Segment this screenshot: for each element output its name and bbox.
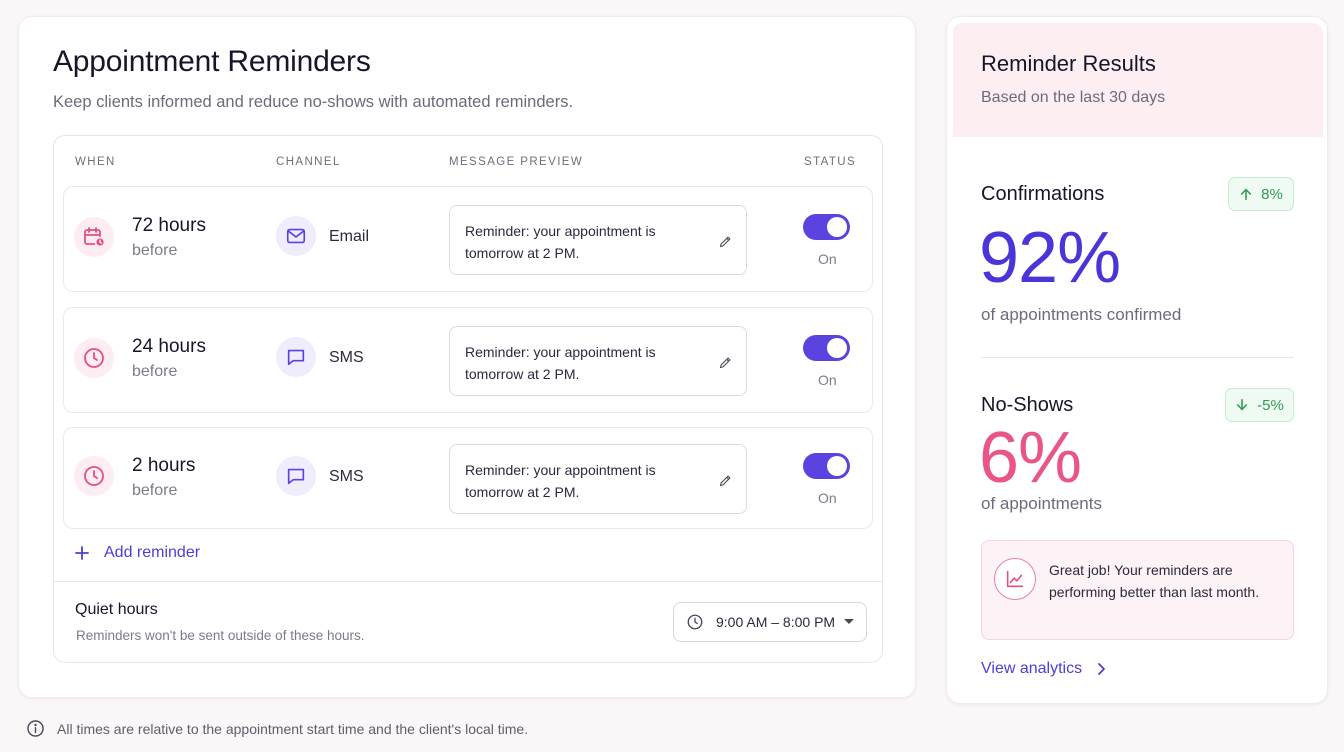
callout-text: Great job! Your reminders are performing… bbox=[1049, 562, 1260, 600]
quiet-hours-title: Quiet hours bbox=[75, 601, 158, 618]
status-toggle[interactable] bbox=[803, 214, 850, 240]
divider bbox=[54, 581, 882, 582]
reminder-when: 2 hours bbox=[132, 455, 196, 476]
confirmations-change-badge: 8% bbox=[1228, 177, 1294, 211]
toggle-knob bbox=[827, 338, 847, 358]
divider bbox=[981, 357, 1294, 358]
reminder-results-card: Reminder Results Based on the last 30 da… bbox=[946, 16, 1328, 704]
view-analytics-link[interactable]: View analytics bbox=[981, 660, 1106, 678]
no-shows-caption: of appointments bbox=[981, 494, 1102, 513]
arrow-down-icon bbox=[1236, 398, 1248, 411]
no-shows-change: -5% bbox=[1257, 396, 1284, 414]
status-label: On bbox=[818, 251, 837, 267]
footer-note: All times are relative to the appointmen… bbox=[26, 719, 528, 738]
reminder-channel: SMS bbox=[329, 468, 364, 485]
confirmations-caption: of appointments confirmed bbox=[981, 305, 1182, 324]
no-shows-change-badge: -5% bbox=[1225, 388, 1294, 422]
pencil-icon[interactable] bbox=[716, 232, 734, 250]
page-subtitle: Keep clients informed and reduce no-show… bbox=[53, 93, 574, 111]
trend-chart-icon bbox=[994, 558, 1036, 600]
quiet-hours-select[interactable]: 9:00 AM – 8:00 PM bbox=[673, 602, 867, 642]
info-icon bbox=[27, 720, 44, 737]
reminder-when-sub: before bbox=[132, 363, 178, 380]
chevron-right-icon bbox=[1098, 663, 1105, 675]
column-header-preview: MESSAGE PREVIEW bbox=[449, 156, 584, 168]
no-shows-label: No-Shows bbox=[981, 394, 1074, 416]
chat-bubble-icon bbox=[276, 337, 316, 377]
reminder-when-sub: before bbox=[132, 482, 178, 499]
pencil-icon[interactable] bbox=[716, 353, 734, 371]
status-label: On bbox=[818, 490, 837, 506]
results-header bbox=[953, 23, 1323, 137]
clock-icon bbox=[74, 338, 114, 378]
reminder-when: 24 hours bbox=[132, 336, 206, 357]
clock-icon bbox=[74, 456, 114, 496]
no-shows-value: 6% bbox=[979, 418, 1082, 498]
confirmations-label: Confirmations bbox=[981, 183, 1105, 205]
confirmations-value: 92% bbox=[979, 218, 1121, 298]
reminder-row: 24 hours before SMS Reminder: your appoi… bbox=[63, 307, 873, 413]
chat-bubble-icon bbox=[276, 456, 316, 496]
column-header-status: STATUS bbox=[804, 156, 857, 168]
mail-icon bbox=[276, 216, 316, 256]
reminder-channel: Email bbox=[329, 228, 370, 245]
toggle-knob bbox=[827, 456, 847, 476]
reminder-row: 2 hours before SMS Reminder: your appoin… bbox=[63, 427, 873, 529]
reminders-table: WHEN CHANNEL MESSAGE PREVIEW STATUS 72 h… bbox=[53, 135, 883, 663]
results-subtitle: Based on the last 30 days bbox=[981, 89, 1166, 106]
toggle-knob bbox=[827, 217, 847, 237]
column-header-when: WHEN bbox=[75, 156, 116, 168]
arrow-up-icon bbox=[1240, 188, 1252, 201]
column-header-channel: CHANNEL bbox=[276, 156, 341, 168]
message-preview[interactable]: Reminder: your appointment is tomorrow a… bbox=[449, 326, 747, 396]
status-label: On bbox=[818, 372, 837, 388]
reminder-when-sub: before bbox=[132, 242, 178, 259]
status-toggle[interactable] bbox=[803, 453, 850, 479]
message-preview[interactable]: Reminder: your appointment is tomorrow a… bbox=[449, 205, 747, 275]
confirmations-change: 8% bbox=[1261, 185, 1283, 203]
view-analytics-label: View analytics bbox=[981, 660, 1083, 677]
appointment-reminders-card: Appointment Reminders Keep clients infor… bbox=[18, 16, 916, 698]
message-preview[interactable]: Reminder: your appointment is tomorrow a… bbox=[449, 444, 747, 514]
quiet-hours-subtitle: Reminders won't be sent outside of these… bbox=[76, 628, 365, 643]
footer-note-text: All times are relative to the appointmen… bbox=[57, 720, 529, 737]
performance-callout: Great job! Your reminders are performing… bbox=[981, 540, 1294, 640]
page-title: Appointment Reminders bbox=[53, 45, 371, 78]
reminder-when: 72 hours bbox=[132, 215, 206, 236]
calendar-clock-icon bbox=[74, 217, 114, 257]
add-reminder-label: Add reminder bbox=[104, 544, 201, 561]
pencil-icon[interactable] bbox=[716, 471, 734, 489]
reminder-row: 72 hours before Email Reminder: your app… bbox=[63, 186, 873, 292]
results-title: Reminder Results bbox=[981, 51, 1156, 76]
status-toggle[interactable] bbox=[803, 335, 850, 361]
reminder-channel: SMS bbox=[329, 349, 364, 366]
message-preview-text: Reminder: your appointment is tomorrow a… bbox=[465, 344, 656, 382]
message-preview-text: Reminder: your appointment is tomorrow a… bbox=[465, 223, 656, 261]
message-preview-text: Reminder: your appointment is tomorrow a… bbox=[465, 462, 656, 500]
caret-down-icon bbox=[844, 619, 854, 624]
clock-icon bbox=[687, 614, 703, 630]
add-reminder-button[interactable]: Add reminder bbox=[74, 544, 200, 562]
plus-icon bbox=[75, 546, 89, 560]
quiet-hours-value: 9:00 AM – 8:00 PM bbox=[716, 614, 836, 630]
